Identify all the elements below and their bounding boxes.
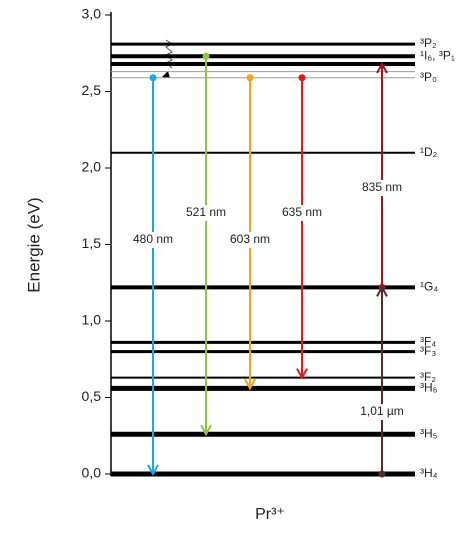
transition-label: 521 nm — [186, 205, 226, 219]
transition-origin — [246, 74, 254, 82]
y-tick-label: 3,0 — [82, 6, 102, 22]
level-label: ¹D₂ — [420, 145, 438, 159]
y-tick-label: 0,0 — [82, 465, 102, 481]
level-label: ¹G₄ — [420, 280, 438, 294]
level-label: ³F₃ — [420, 344, 436, 358]
arrowhead — [200, 424, 212, 437]
transition-origin — [378, 470, 386, 478]
y-tick-label: 0,5 — [82, 388, 102, 404]
label-background — [128, 232, 178, 248]
y-tick-label: 2,5 — [82, 82, 102, 98]
y-tick-label: 1,5 — [82, 235, 102, 251]
level-label: ³F₂ — [420, 370, 436, 384]
y-tick-label: 1,0 — [82, 312, 102, 328]
arrowhead — [244, 378, 256, 391]
arrowhead — [296, 368, 308, 380]
arrowhead — [147, 464, 159, 477]
x-axis-label: Pr³⁺ — [255, 506, 285, 523]
level-label: ³H₆ — [420, 380, 438, 394]
label-background — [277, 205, 327, 221]
transition-origin — [202, 52, 210, 60]
transition-label: 603 nm — [230, 232, 270, 246]
label-background — [357, 404, 407, 420]
label-background — [225, 232, 275, 248]
level-label: ³P₂ — [420, 36, 437, 50]
y-tick-label: 2,0 — [82, 159, 102, 175]
transition-origin — [298, 74, 306, 82]
relaxation-arrowhead — [162, 71, 170, 78]
transition-label: 1,01 µm — [360, 404, 404, 418]
level-label: ³H₅ — [420, 426, 438, 440]
label-background — [181, 205, 231, 221]
transition-label: 635 nm — [282, 205, 322, 219]
transition-origin — [149, 74, 157, 82]
level-label: ³P₀ — [420, 70, 437, 84]
transition-label: 835 nm — [362, 180, 402, 194]
arrowhead — [376, 61, 388, 74]
level-label: ¹I₆, ³P₁ — [420, 48, 455, 62]
arrowhead — [376, 285, 388, 297]
transition-label: 480 nm — [133, 232, 173, 246]
level-label: ³H₄ — [420, 466, 438, 480]
label-background — [357, 180, 407, 196]
y-axis-label: Energie (eV) — [24, 197, 43, 292]
level-label: ³F₄ — [420, 335, 436, 349]
